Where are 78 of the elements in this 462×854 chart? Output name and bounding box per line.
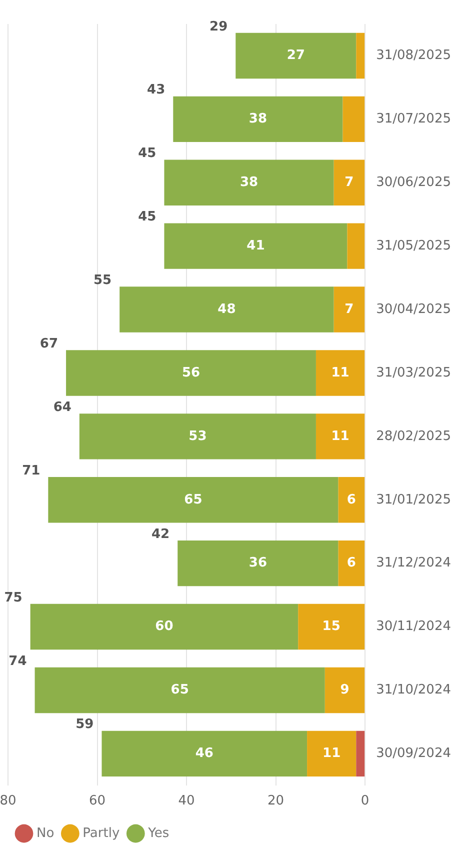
bar xyxy=(338,477,365,523)
bar xyxy=(307,730,356,777)
total-label: 75 xyxy=(4,590,22,606)
data-label: 7 xyxy=(344,302,354,317)
bar xyxy=(347,223,365,269)
total-label: 42 xyxy=(152,526,170,542)
data-label: 65 xyxy=(184,492,202,508)
data-label: 36 xyxy=(248,556,267,571)
y-tick-label: 31/07/2025 xyxy=(376,112,452,127)
data-label: 6 xyxy=(346,556,356,571)
data-label: 46 xyxy=(195,746,214,762)
bar xyxy=(164,160,334,206)
data-label: 60 xyxy=(155,619,174,634)
y-tick-label: 31/12/2024 xyxy=(376,556,452,571)
x-tick-label: 20 xyxy=(268,794,284,809)
bar xyxy=(120,286,334,332)
bar xyxy=(324,667,365,714)
data-label: 56 xyxy=(182,365,200,380)
data-label: 9 xyxy=(340,682,350,698)
bar xyxy=(316,350,365,396)
legend-label: Yes xyxy=(147,826,170,841)
bar xyxy=(48,477,338,523)
y-tick-label: 31/05/2025 xyxy=(376,238,452,254)
data-label: 11 xyxy=(322,746,341,762)
bar xyxy=(30,604,298,650)
data-label: 15 xyxy=(322,619,340,634)
bar xyxy=(342,96,365,142)
total-label: 64 xyxy=(53,400,72,415)
bar xyxy=(102,730,308,777)
bar xyxy=(178,540,338,586)
data-label: 27 xyxy=(286,48,305,64)
y-tick-label: 31/10/2024 xyxy=(376,682,452,698)
bar xyxy=(356,730,365,777)
data-label: 65 xyxy=(170,682,189,698)
y-tick-label: 30/11/2024 xyxy=(376,619,452,634)
y-tick-label: 31/03/2025 xyxy=(376,365,452,380)
total-label: 55 xyxy=(93,273,112,288)
data-label: 38 xyxy=(240,175,258,190)
x-tick-label: 0 xyxy=(360,794,370,809)
bar xyxy=(334,160,365,206)
bar xyxy=(334,286,365,332)
data-label: 11 xyxy=(331,428,350,444)
total-label: 74 xyxy=(8,654,27,669)
bar xyxy=(34,667,325,714)
bar xyxy=(173,96,343,142)
bar xyxy=(164,223,348,269)
x-tick-label: 60 xyxy=(88,794,106,809)
total-label: 45 xyxy=(138,210,156,225)
x-tick-label: 80 xyxy=(0,794,16,809)
y-tick-label: 28/02/2025 xyxy=(376,428,452,444)
data-label: 7 xyxy=(344,175,354,190)
legend-label: No xyxy=(36,826,54,841)
data-label: 38 xyxy=(248,112,267,127)
y-tick-label: 30/09/2024 xyxy=(376,746,452,762)
y-tick-label: 31/01/2025 xyxy=(376,492,452,508)
y-tick-label: 31/08/2025 xyxy=(376,48,452,64)
data-label: 6 xyxy=(346,492,356,508)
total-label: 67 xyxy=(40,336,58,352)
bar xyxy=(79,414,316,460)
bar xyxy=(66,350,316,396)
total-label: 59 xyxy=(76,717,94,732)
bar xyxy=(316,414,365,460)
bar xyxy=(298,604,365,650)
bar xyxy=(356,32,365,79)
total-label: 71 xyxy=(22,463,40,478)
total-label: 29 xyxy=(210,19,228,34)
bar xyxy=(236,32,356,79)
data-label: 48 xyxy=(218,302,236,317)
y-tick-label: 30/04/2025 xyxy=(376,302,452,317)
data-label: 11 xyxy=(331,365,350,380)
x-tick-label: 40 xyxy=(178,794,195,809)
bar xyxy=(338,540,365,586)
legend-label: Partly xyxy=(82,826,120,841)
data-label: 41 xyxy=(246,238,265,254)
total-label: 43 xyxy=(147,82,166,98)
total-label: 45 xyxy=(138,146,156,162)
data-label: 53 xyxy=(188,428,207,444)
y-tick-label: 30/06/2025 xyxy=(376,175,452,190)
